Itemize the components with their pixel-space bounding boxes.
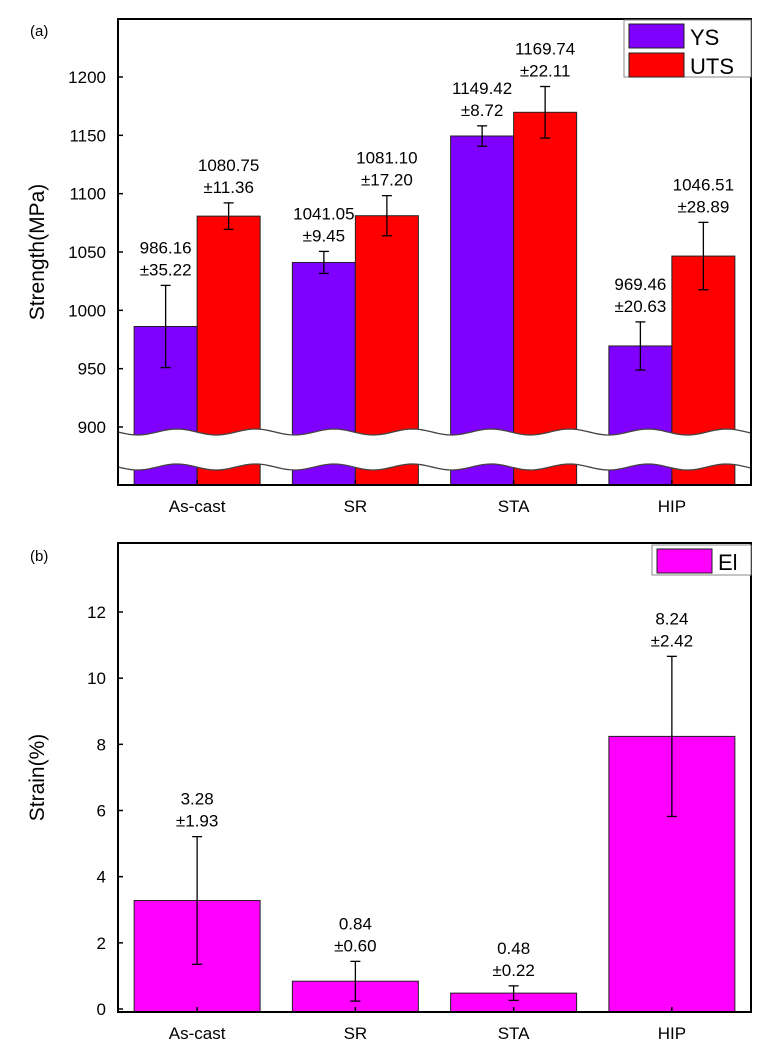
data-label: 0.48 — [497, 939, 530, 958]
error-label: ±8.72 — [461, 101, 503, 120]
legend-swatch-YS — [628, 23, 685, 49]
legend-label: El — [718, 550, 738, 575]
y-tick-label: 2 — [97, 934, 106, 953]
data-label: 1041.05 — [293, 204, 354, 223]
data-label: 969.46 — [614, 275, 666, 294]
error-label: ±0.22 — [492, 961, 534, 980]
x-tick-label: As-cast — [169, 1024, 226, 1043]
error-label: ±35.22 — [140, 260, 192, 279]
x-tick-label: SR — [344, 1024, 368, 1043]
data-label: 0.84 — [339, 914, 372, 933]
legend-swatch-El — [656, 548, 713, 574]
y-axis-label: Strain(%) — [26, 734, 49, 822]
error-label: ±1.93 — [176, 812, 218, 831]
y-tick-label: 1050 — [68, 243, 106, 262]
axis-break-gap — [118, 429, 753, 470]
data-label: 1081.10 — [356, 149, 417, 168]
data-label: 1080.75 — [198, 156, 259, 175]
y-tick-label: 950 — [78, 360, 106, 379]
y-tick-label: 900 — [78, 418, 106, 437]
data-label: 986.16 — [140, 238, 192, 257]
y-tick-label: 6 — [97, 802, 106, 821]
panel-label: (b) — [30, 548, 48, 565]
y-tick-label: 4 — [97, 868, 106, 887]
data-label: 8.24 — [655, 609, 688, 628]
x-tick-label: HIP — [658, 497, 686, 516]
data-label: 1149.42 — [452, 79, 512, 98]
y-tick-label: 1200 — [68, 68, 106, 87]
y-axis-label: Strength(MPa) — [26, 184, 49, 321]
axis-break-line — [117, 428, 751, 436]
data-label: 3.28 — [181, 790, 214, 809]
error-label: ±22.11 — [520, 62, 571, 81]
error-label: ±17.20 — [361, 171, 413, 190]
x-tick-label: HIP — [658, 1024, 686, 1043]
x-tick-label: As-cast — [169, 497, 226, 516]
x-tick-label: STA — [498, 1024, 530, 1043]
data-label: 1169.74 — [515, 40, 575, 59]
error-label: ±28.89 — [677, 197, 729, 216]
error-label: ±11.36 — [203, 178, 254, 197]
panel-b: 3.28 ±1.93 0.84 ±0.60 0.48 ±0.22 8.24 ±2.42 0 2 4 6… — [26, 542, 752, 1043]
panel-label: (a) — [30, 23, 48, 40]
y-tick-label: 10 — [87, 669, 106, 688]
error-label: ±2.42 — [651, 631, 693, 650]
y-tick-label: 8 — [97, 735, 106, 754]
x-tick-label: SR — [344, 497, 368, 516]
y-tick-label: 1100 — [69, 185, 106, 204]
y-tick-label: 1000 — [68, 301, 106, 320]
x-tick-label: STA — [498, 497, 530, 516]
bar-UTS-STA — [513, 111, 578, 486]
error-label: ±0.60 — [334, 936, 376, 955]
y-tick-label: 0 — [97, 1000, 106, 1019]
plot-frame — [117, 542, 752, 1013]
data-label: 1046.51 — [673, 175, 734, 194]
y-tick-label: 12 — [87, 603, 106, 622]
error-label: ±20.63 — [614, 297, 666, 316]
legend-label: YS — [690, 25, 719, 50]
y-tick-label: 1150 — [69, 126, 106, 145]
axis-break-line — [117, 463, 751, 471]
bar-YS-STA — [450, 135, 515, 486]
panel-a: 986.16 ±35.22 1041.05 ±9.45 1149.42 ±8.72 969.… — [26, 18, 753, 516]
legend-swatch-UTS — [628, 52, 685, 78]
legend-label: UTS — [690, 54, 734, 79]
error-label: ±9.45 — [303, 226, 345, 245]
